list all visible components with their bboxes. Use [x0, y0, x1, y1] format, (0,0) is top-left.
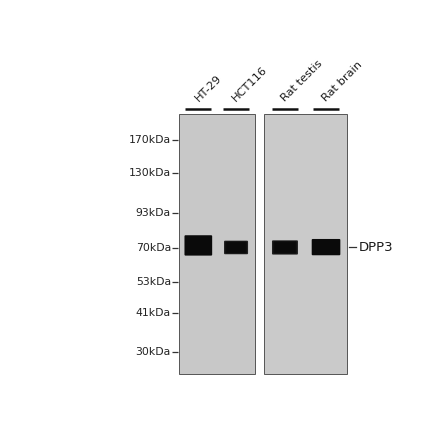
Text: Rat brain: Rat brain — [321, 60, 364, 104]
Text: DPP3: DPP3 — [359, 241, 393, 254]
Text: 170kDa: 170kDa — [129, 135, 171, 145]
FancyBboxPatch shape — [184, 235, 212, 256]
Text: Rat testis: Rat testis — [279, 59, 325, 104]
Text: HT-29: HT-29 — [193, 74, 224, 104]
FancyBboxPatch shape — [275, 243, 295, 252]
FancyBboxPatch shape — [225, 242, 247, 254]
FancyBboxPatch shape — [188, 239, 209, 252]
Text: 30kDa: 30kDa — [136, 347, 171, 357]
Text: 70kDa: 70kDa — [136, 243, 171, 253]
Bar — [180, 114, 255, 374]
FancyBboxPatch shape — [273, 241, 297, 254]
Text: HCT116: HCT116 — [231, 65, 270, 104]
FancyBboxPatch shape — [186, 237, 211, 254]
FancyBboxPatch shape — [312, 239, 341, 255]
Text: 130kDa: 130kDa — [129, 168, 171, 178]
Bar — [264, 114, 347, 374]
Text: 41kDa: 41kDa — [136, 308, 171, 318]
FancyBboxPatch shape — [227, 243, 245, 252]
FancyBboxPatch shape — [272, 240, 298, 254]
FancyBboxPatch shape — [313, 240, 339, 254]
Text: 53kDa: 53kDa — [136, 277, 171, 287]
FancyBboxPatch shape — [315, 242, 337, 253]
Text: 93kDa: 93kDa — [136, 209, 171, 218]
FancyBboxPatch shape — [224, 241, 248, 254]
